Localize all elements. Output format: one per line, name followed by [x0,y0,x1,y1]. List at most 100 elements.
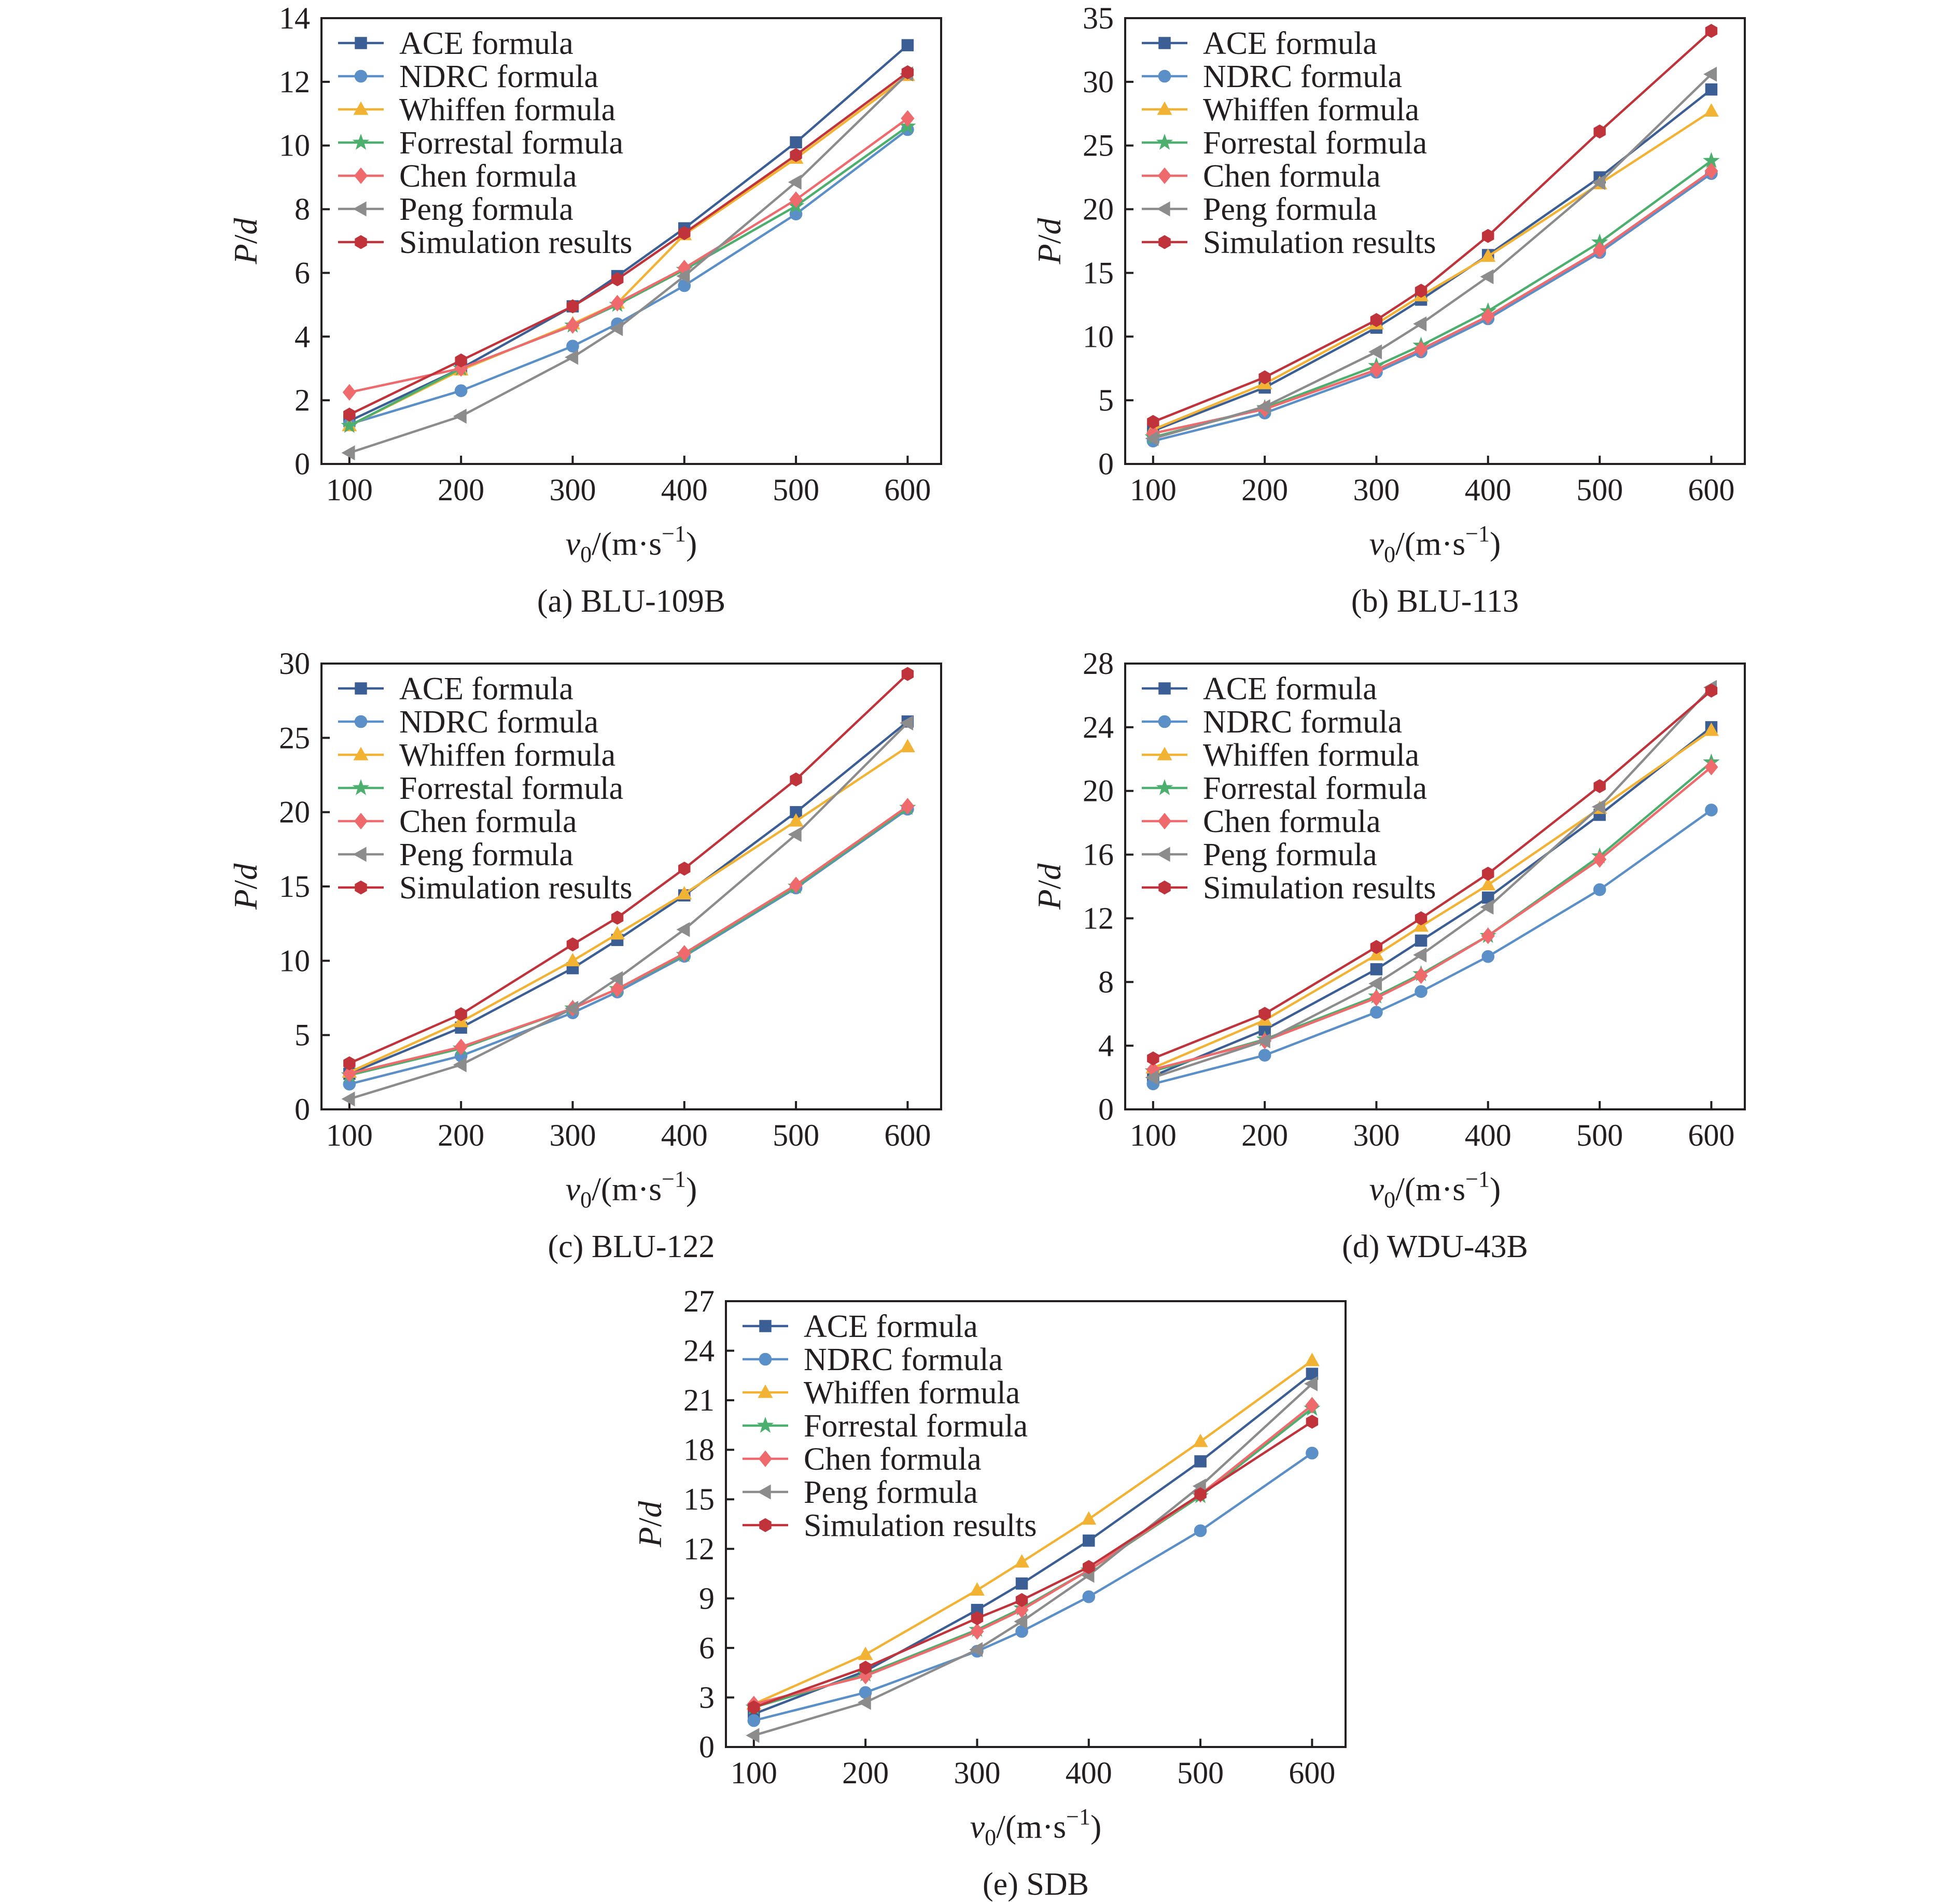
y-axis-label-slash: / [227,880,264,889]
y-tick-label: 2 [295,383,310,417]
x-tick-label: 100 [731,1756,777,1790]
data-point [342,384,356,401]
data-point [1704,758,1718,776]
x-tick-label: 100 [1130,1118,1177,1152]
y-axis-label-d: d [1031,863,1068,880]
y-axis-label-d: d [1031,218,1068,235]
y-tick-label: 6 [295,256,310,290]
x-axis-label: v0/(m·s−1) [566,521,697,567]
data-point [1481,307,1495,325]
x-axis-label-unit: /(m·s [996,1808,1066,1845]
legend-entry-ace-formula: ACE formula [338,671,573,707]
x-tick-label: 100 [326,473,373,507]
data-point [565,953,580,966]
legend-label: Simulation results [399,225,633,260]
legend-marker [353,101,369,115]
x-axis-label-sup: −1 [1465,1166,1490,1192]
data-point [789,877,803,894]
data-point [610,294,624,312]
data-point [901,39,914,51]
data-point [1593,242,1607,259]
legend-marker [1158,715,1171,728]
legend-label: ACE formula [1203,671,1377,707]
data-point [1258,1049,1271,1062]
y-axis-label: P/d [227,218,264,265]
data-point [1705,804,1718,816]
x-tick-label: 300 [549,473,596,507]
data-point [610,980,624,997]
data-point [1704,162,1718,179]
series-ndrc-formula [1146,804,1718,1091]
y-tick-label: 12 [683,1532,715,1566]
data-point [1370,963,1383,976]
data-point [566,937,579,952]
data-point [1258,1007,1271,1021]
legend-marker [1158,682,1171,695]
x-tick-label: 200 [1241,473,1288,507]
x-tick-label: 400 [1465,1118,1511,1152]
legend-marker [353,201,367,217]
x-tick-label: 400 [1066,1756,1112,1790]
panel-caption: (a) BLU-109B [537,584,725,619]
data-point [1258,370,1271,385]
legend-label: Whiffen formula [804,1375,1020,1411]
data-point [1306,1415,1319,1429]
y-axis-label-p: P [632,1527,668,1547]
x-axis-label-v: v [566,525,581,562]
y-axis-label: P/d [1031,863,1068,910]
legend-label: Whiffen formula [399,92,615,128]
panel-caption: (c) BLU-122 [548,1229,715,1264]
x-tick-label: 400 [1465,473,1511,507]
data-point [1304,1352,1320,1366]
legend-label: Forrestal formula [1203,125,1427,161]
data-point [1705,683,1718,698]
legend-label: Forrestal formula [399,771,623,806]
legend-entry-peng-formula: Peng formula [1142,837,1377,872]
data-point [343,407,356,422]
legend-entry-simulation-results: Simulation results [1142,225,1436,260]
y-tick-label: 25 [279,721,310,755]
x-tick-label: 300 [549,1118,596,1152]
y-tick-label: 5 [1098,383,1114,417]
data-point [1256,399,1270,414]
y-tick-label: 3 [699,1680,715,1714]
data-point [455,1007,467,1022]
data-point [1147,415,1159,429]
x-tick-label: 400 [661,1118,708,1152]
series-simulation-results [1147,24,1718,429]
x-axis-label: v0/(m·s−1) [566,1166,697,1213]
legend-entry-chen-formula: Chen formula [1142,804,1381,839]
x-axis-label-close: ) [686,525,697,562]
legend-entry-ace-formula: ACE formula [1142,26,1377,61]
y-tick-label: 15 [279,869,310,904]
y-tick-label: 25 [1083,129,1114,163]
x-axis-label-sub: 0 [1384,542,1395,567]
legend-label: Simulation results [804,1508,1037,1543]
legend-marker [759,1352,772,1366]
data-point [566,299,579,314]
series-simulation-results [343,65,914,422]
data-point [453,408,467,424]
data-point [1415,985,1427,998]
legend-label: ACE formula [399,26,573,61]
panel-caption: (e) SDB [983,1867,1089,1902]
legend-label: Chen formula [1203,159,1381,194]
legend-marker [757,1416,774,1433]
legend-marker [354,812,368,830]
x-tick-label: 300 [1353,1118,1399,1152]
legend-label: NDRC formula [1203,59,1402,94]
legend-marker [1158,37,1171,49]
y-tick-label: 4 [1098,1029,1114,1063]
legend-entry-chen-formula: Chen formula [338,804,577,839]
legend-entry-peng-formula: Peng formula [338,192,573,227]
legend-marker [1157,101,1172,115]
legend-entry-ace-formula: ACE formula [338,26,573,61]
legend-label: Simulation results [399,870,633,906]
legend-entry-ndrc-formula: NDRC formula [338,705,598,740]
y-axis-label-slash: / [632,1517,668,1527]
y-tick-label: 16 [1083,838,1114,872]
legend-label: Whiffen formula [399,738,615,773]
legend-entry-forrestal-formula: Forrestal formula [1142,771,1427,806]
